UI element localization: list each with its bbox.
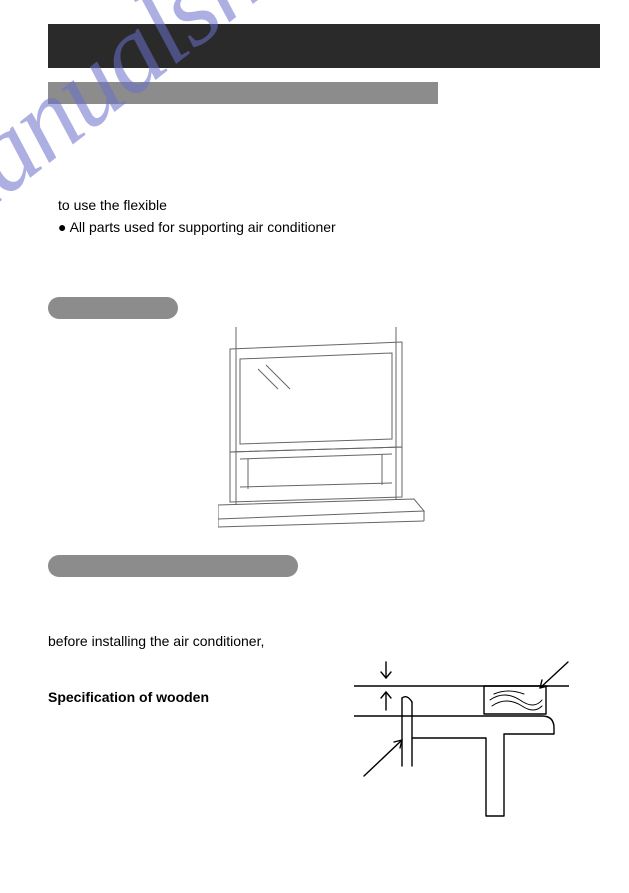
header-bar (48, 24, 600, 68)
text-line-flexible: to use the flexible (58, 194, 601, 216)
text-before-install: before installing the air conditioner, (48, 633, 601, 649)
sill-detail-diagram (354, 656, 569, 836)
section-bar-3 (48, 555, 298, 577)
text-line-parts: ● All parts used for supporting air cond… (58, 216, 601, 238)
section-bar-2 (48, 297, 178, 319)
window-diagram (218, 327, 601, 537)
section-bar-1 (48, 82, 438, 104)
text-block-1: to use the flexible ● All parts used for… (48, 194, 601, 239)
